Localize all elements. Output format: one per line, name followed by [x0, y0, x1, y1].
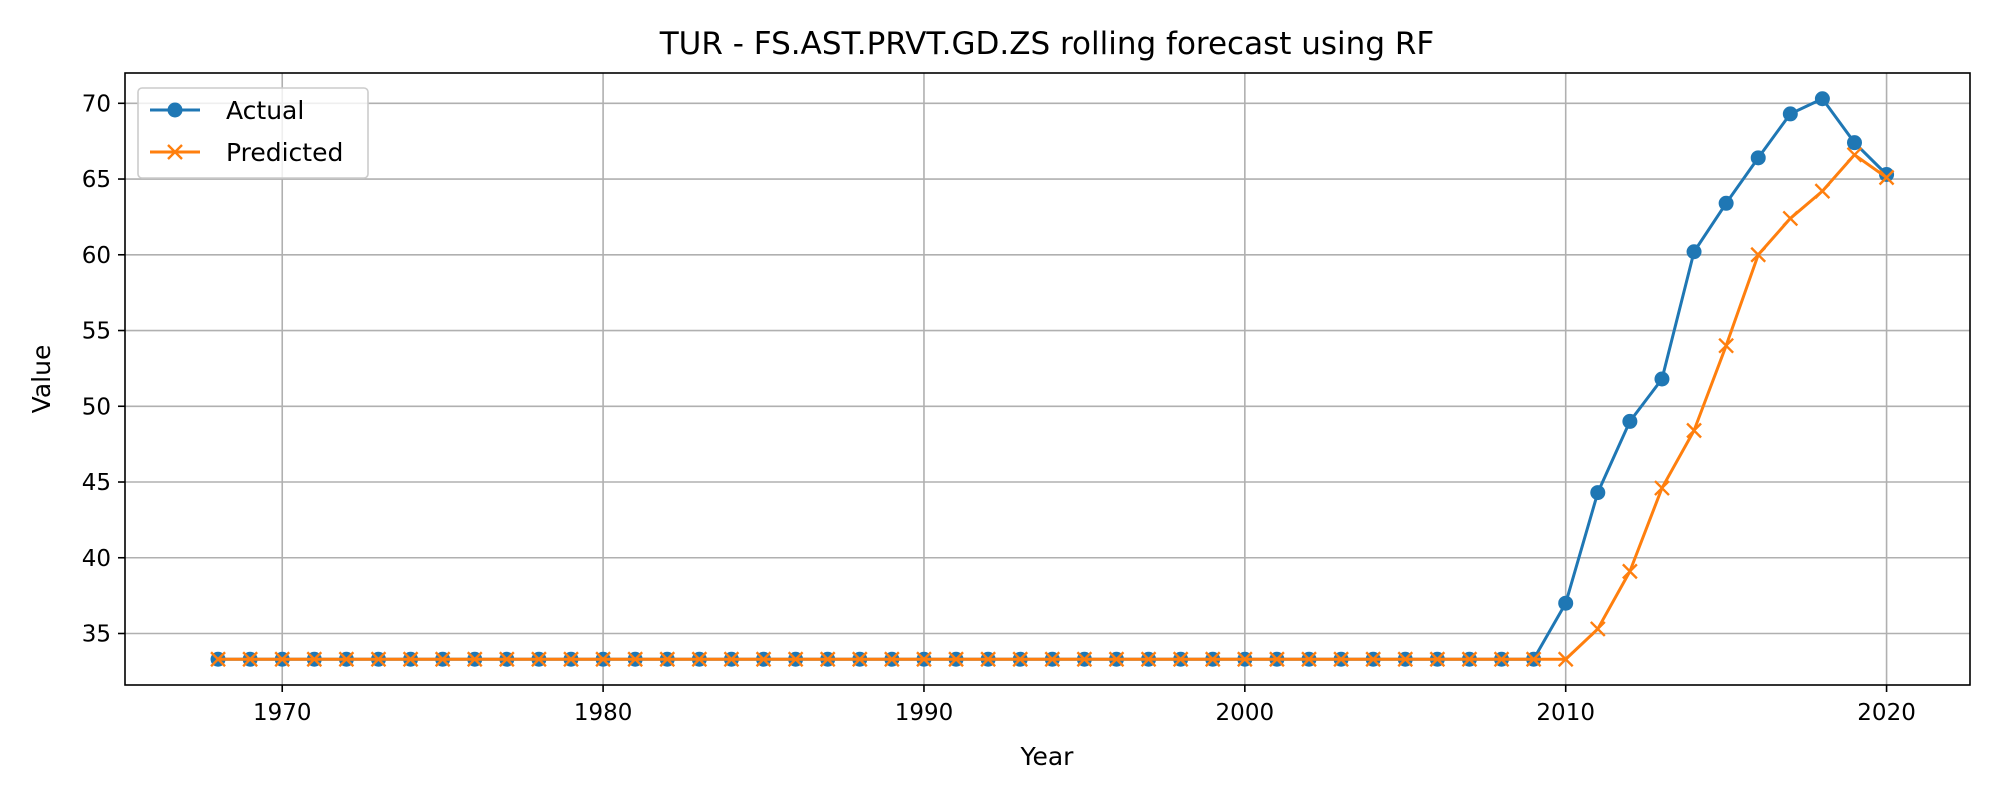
series-predicted — [210, 146, 1895, 668]
y-tick-label: 60 — [82, 243, 111, 269]
data-point-predicted — [755, 651, 772, 668]
data-point-actual — [1879, 166, 1895, 182]
data-point-predicted — [1782, 210, 1799, 227]
data-point-predicted — [306, 651, 323, 668]
data-point-predicted — [1622, 563, 1638, 580]
legend-item-actual: Actual — [150, 96, 304, 125]
legend: Actual Predicted — [137, 87, 369, 179]
data-point-predicted — [819, 651, 836, 668]
data-point-predicted — [1461, 651, 1478, 668]
y-tick-label: 40 — [82, 546, 111, 572]
grid — [125, 73, 1970, 685]
data-point-predicted — [1108, 651, 1125, 668]
data-point-predicted — [1878, 169, 1895, 186]
data-point-predicted — [1846, 146, 1863, 163]
data-point-predicted — [627, 651, 644, 668]
y-tick-label: 70 — [82, 91, 111, 117]
data-point-predicted — [1012, 651, 1029, 668]
data-point-predicted — [1557, 651, 1574, 668]
data-point-predicted — [691, 651, 708, 668]
data-point-actual — [1686, 244, 1702, 260]
data-point-predicted — [723, 651, 740, 668]
chart-title: TUR - FS.AST.PRVT.GD.ZS rolling forecast… — [659, 26, 1434, 62]
x-tick-label: 2020 — [1857, 700, 1916, 726]
data-point-actual — [1654, 371, 1670, 387]
data-point-predicted — [851, 651, 868, 668]
legend-marker — [167, 102, 183, 118]
legend-item-predicted: Predicted — [150, 138, 343, 167]
data-point-predicted — [210, 651, 226, 668]
data-point-predicted — [1397, 651, 1414, 668]
data-point-predicted — [1493, 651, 1510, 668]
data-point-predicted — [1140, 651, 1157, 668]
data-point-predicted — [274, 651, 291, 668]
legend-label: Predicted — [226, 138, 343, 167]
y-tick-label: 50 — [82, 394, 111, 420]
data-point-predicted — [1301, 651, 1317, 668]
legend-label: Actual — [226, 96, 304, 125]
data-point-predicted — [1750, 246, 1767, 263]
data-point-predicted — [466, 651, 483, 668]
series-layer — [210, 91, 1895, 668]
data-point-predicted — [1686, 422, 1702, 439]
data-point-predicted — [434, 651, 451, 668]
data-point-predicted — [242, 651, 258, 668]
data-point-predicted — [1076, 651, 1093, 668]
data-point-predicted — [1654, 480, 1670, 496]
x-tick-label: 2010 — [1536, 700, 1595, 726]
data-point-predicted — [531, 651, 547, 668]
y-axis-label: Value — [27, 345, 56, 414]
data-point-predicted — [370, 651, 387, 668]
x-tick-label: 1970 — [253, 700, 312, 726]
y-tick-label: 35 — [82, 621, 111, 647]
data-point-predicted — [338, 651, 355, 668]
data-point-predicted — [1236, 651, 1253, 668]
data-point-predicted — [498, 651, 515, 668]
data-point-predicted — [1429, 651, 1446, 668]
data-point-predicted — [1333, 651, 1349, 668]
data-point-actual — [1750, 150, 1766, 166]
x-tick-label: 1990 — [895, 700, 954, 726]
data-point-predicted — [1044, 651, 1061, 668]
data-point-predicted — [1365, 651, 1382, 668]
data-point-predicted — [1525, 651, 1542, 668]
data-point-predicted — [884, 651, 900, 668]
data-point-actual — [1622, 413, 1638, 429]
data-point-predicted — [1718, 337, 1734, 354]
data-point-predicted — [787, 651, 804, 668]
axis-ticks: 1970 1980 1990 2000 2010 2020 35 40 45 50 55 60 65 70 — [82, 91, 1916, 726]
plot-frame — [124, 72, 1971, 686]
data-point-predicted — [1204, 651, 1221, 668]
data-point-predicted — [1589, 621, 1606, 637]
data-point-predicted — [595, 651, 611, 668]
data-point-predicted — [659, 651, 676, 668]
x-axis-label: Year — [1020, 742, 1075, 771]
data-point-actual — [1558, 595, 1574, 611]
y-tick-label: 55 — [82, 319, 111, 345]
data-point-actual — [1782, 106, 1798, 122]
data-point-predicted — [916, 651, 932, 668]
data-point-predicted — [1172, 651, 1189, 668]
x-tick-label: 2000 — [1216, 700, 1275, 726]
data-point-actual — [1590, 485, 1606, 501]
data-point-predicted — [948, 651, 964, 668]
data-point-predicted — [1814, 183, 1831, 200]
data-point-actual — [1718, 195, 1734, 211]
data-point-actual — [1846, 135, 1862, 151]
data-point-predicted — [1269, 651, 1285, 668]
data-point-actual — [1814, 91, 1830, 107]
y-tick-label: 65 — [82, 167, 111, 193]
data-point-predicted — [980, 651, 996, 668]
y-tick-label: 45 — [82, 470, 111, 496]
data-point-predicted — [563, 651, 579, 668]
data-point-predicted — [402, 651, 419, 668]
x-tick-label: 1980 — [574, 700, 633, 726]
legend-marker — [167, 144, 183, 160]
